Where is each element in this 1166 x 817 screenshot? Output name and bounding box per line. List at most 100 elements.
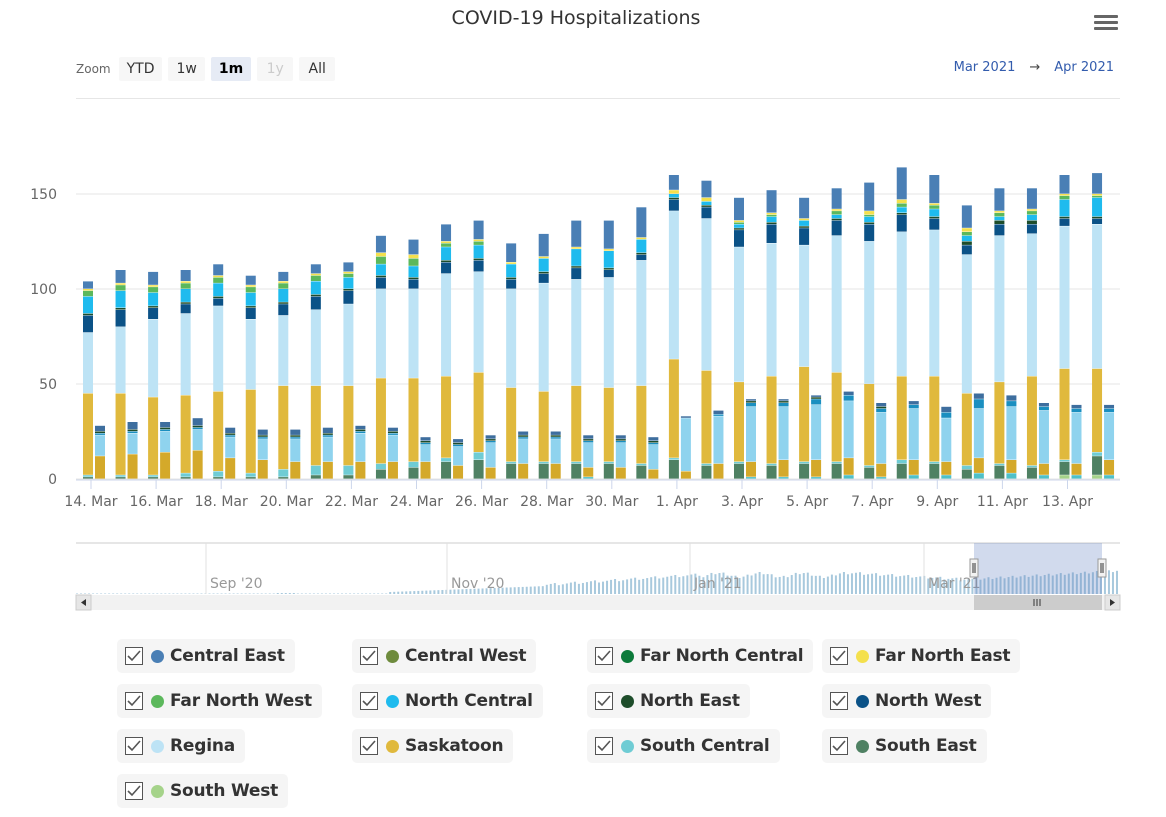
bar-segment-inpatient-south-east[interactable] [571,463,582,479]
bar-segment-inpatient-north-east[interactable] [766,222,777,225]
bar-segment-inpatient-far-north-east[interactable] [506,262,517,264]
bar-segment-inpatient-regina[interactable] [343,304,354,386]
bar-segment-inpatient-north-central[interactable] [1026,214,1037,221]
bar-segment-icu-saskatoon[interactable] [876,463,887,477]
bar-segment-inpatient-south-central[interactable] [1059,460,1070,462]
bar-segment-icu-central-east[interactable] [290,429,301,435]
bar-segment-inpatient-far-north-east[interactable] [571,247,582,249]
bar-segment-inpatient-regina[interactable] [441,273,452,376]
bar-segment-inpatient-far-north-east[interactable] [603,249,614,251]
bar-segment-inpatient-central-east[interactable] [115,270,126,283]
bar-segment-inpatient-far-north-west[interactable] [375,256,386,264]
bar-segment-icu-regina[interactable] [485,442,496,468]
legend-item-far-north-east[interactable]: Far North East [822,639,1021,673]
bar-segment-inpatient-far-north-east[interactable] [994,211,1005,213]
bar-segment-inpatient-north-east[interactable] [1026,220,1037,224]
bar-segment-inpatient-north-east[interactable] [1059,216,1070,219]
bar-segment-inpatient-south-west[interactable] [1092,475,1103,479]
bar-segment-icu-south-central[interactable] [941,475,952,479]
bar-segment-icu-north-east[interactable] [387,431,398,434]
bar-segment-inpatient-south-central[interactable] [506,461,517,464]
bar-segment-inpatient-south-central[interactable] [213,471,224,477]
bar-segment-inpatient-central-east[interactable] [213,264,224,276]
bar-segment-inpatient-south-central[interactable] [1092,452,1103,456]
bar-segment-icu-regina[interactable] [127,433,138,454]
bar-segment-icu-north-west[interactable] [192,427,203,430]
bar-segment-inpatient-central-east[interactable] [668,175,679,190]
bar-segment-inpatient-north-central[interactable] [864,216,875,223]
bar-segment-inpatient-central-east[interactable] [734,197,744,221]
bar-segment-icu-central-east[interactable] [485,435,496,439]
bar-segment-icu-regina[interactable] [225,437,236,458]
checkbox-checked-icon[interactable] [595,737,613,755]
bar-segment-icu-north-east[interactable] [453,442,464,445]
bar-segment-inpatient-south-east[interactable] [766,465,777,479]
bar-segment-inpatient-north-west[interactable] [213,298,224,306]
bar-segment-inpatient-regina[interactable] [1059,226,1070,369]
bar-segment-icu-north-west[interactable] [778,403,789,407]
bar-segment-inpatient-central-east[interactable] [636,207,647,238]
bar-segment-inpatient-central-east[interactable] [864,182,875,211]
bar-segment-icu-central-east[interactable] [648,437,659,441]
bar-segment-icu-north-west[interactable] [583,441,594,443]
bar-segment-inpatient-south-central[interactable] [831,461,842,464]
bar-segment-inpatient-north-west[interactable] [701,207,712,219]
bar-segment-icu-central-east[interactable] [680,416,691,418]
bar-segment-icu-saskatoon[interactable] [160,452,171,479]
bar-segment-icu-central-east[interactable] [257,429,268,435]
bar-segment-inpatient-north-east[interactable] [571,266,582,268]
bar-segment-icu-regina[interactable] [876,412,887,464]
legend-item-north-central[interactable]: North Central [352,684,543,718]
bar-segment-inpatient-regina[interactable] [473,271,484,373]
bar-segment-inpatient-central-east[interactable] [538,233,549,257]
bar-segment-inpatient-far-north-east[interactable] [929,203,940,206]
bar-segment-inpatient-south-central[interactable] [929,461,940,464]
bar-segment-inpatient-central-east[interactable] [799,197,810,219]
bar-segment-inpatient-central-east[interactable] [441,224,452,242]
bar-segment-inpatient-north-west[interactable] [799,228,810,245]
bar-segment-inpatient-south-east[interactable] [603,463,614,479]
bar-segment-icu-saskatoon[interactable] [615,467,626,479]
bar-segment-inpatient-north-central[interactable] [148,292,159,306]
bar-segment-icu-saskatoon[interactable] [680,471,691,479]
bar-segment-icu-central-east[interactable] [778,399,789,401]
bar-segment-icu-south-central[interactable] [1104,475,1115,479]
bar-segment-icu-south-central[interactable] [1006,473,1017,479]
bar-segment-inpatient-south-central[interactable] [180,473,191,477]
bar-segment-inpatient-north-central[interactable] [180,289,191,302]
bar-segment-icu-saskatoon[interactable] [843,458,854,475]
bar-segment-inpatient-far-north-west[interactable] [961,232,972,236]
bar-segment-inpatient-far-north-west[interactable] [180,283,191,289]
bar-segment-inpatient-saskatoon[interactable] [668,359,679,458]
bar-segment-icu-saskatoon[interactable] [811,460,822,477]
bar-segment-inpatient-south-east[interactable] [1092,456,1103,475]
bar-segment-icu-north-east[interactable] [778,401,789,403]
bar-segment-inpatient-north-central[interactable] [571,249,582,266]
bar-segment-inpatient-saskatoon[interactable] [961,393,972,466]
navigator-left-handle[interactable] [969,558,979,578]
bar-segment-icu-regina[interactable] [453,446,464,466]
legend-item-saskatoon[interactable]: Saskatoon [352,729,514,763]
bar-segment-inpatient-regina[interactable] [375,289,386,378]
checkbox-checked-icon[interactable] [830,647,848,665]
bar-segment-inpatient-north-west[interactable] [310,296,321,310]
bar-segment-inpatient-south-east[interactable] [799,463,810,479]
bar-segment-icu-north-east[interactable] [257,435,268,437]
bar-segment-inpatient-north-central[interactable] [734,224,744,228]
bar-segment-inpatient-regina[interactable] [929,230,940,376]
bar-segment-icu-regina[interactable] [192,429,203,451]
bar-segment-inpatient-north-west[interactable] [538,273,549,283]
bar-segment-inpatient-far-north-west[interactable] [115,285,126,291]
bar-segment-inpatient-north-central[interactable] [603,251,614,268]
bar-segment-icu-north-east[interactable] [811,397,822,399]
bar-segment-icu-regina[interactable] [973,408,984,458]
bar-segment-icu-central-east[interactable] [1038,403,1049,407]
bar-segment-inpatient-central-east[interactable] [83,281,93,289]
bar-segment-inpatient-north-west[interactable] [929,218,940,230]
bar-segment-icu-saskatoon[interactable] [1006,460,1017,473]
bar-segment-icu-north-west[interactable] [387,433,398,435]
bar-segment-icu-north-west[interactable] [518,437,529,439]
bar-segment-icu-north-west[interactable] [811,399,822,405]
bar-segment-inpatient-far-north-east[interactable] [148,285,159,287]
bar-segment-inpatient-far-north-east[interactable] [864,211,875,215]
